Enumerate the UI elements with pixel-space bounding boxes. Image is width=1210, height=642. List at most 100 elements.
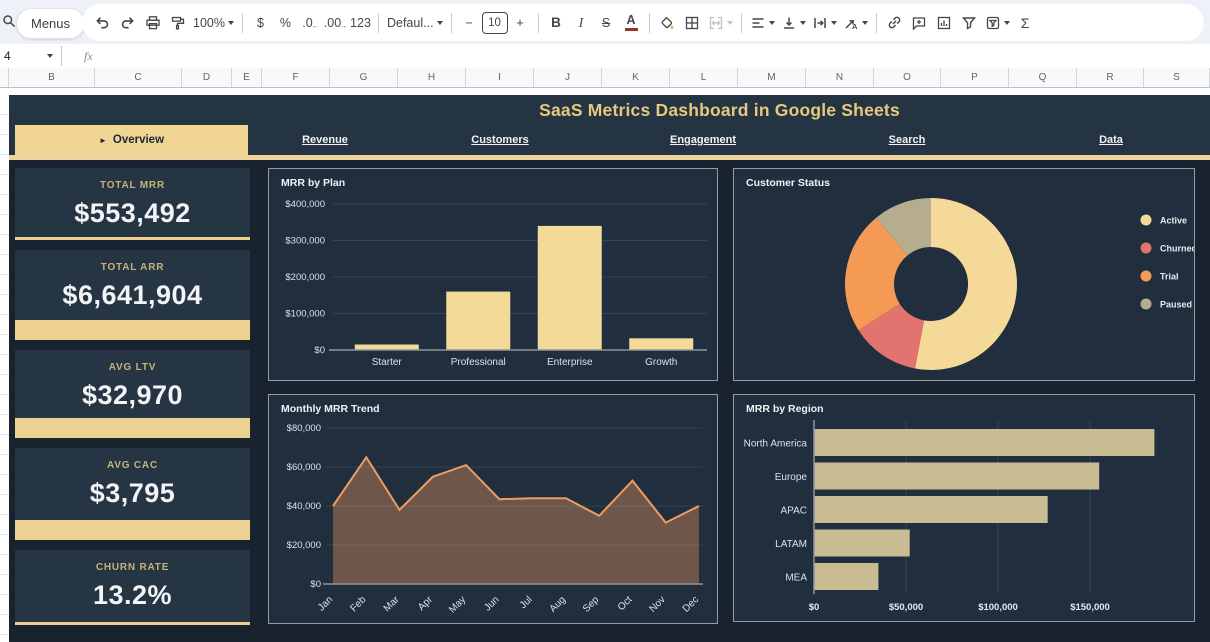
kpi-card-avg-ltv: AVG LTV $32,970 (15, 350, 250, 438)
column-header-sliver[interactable] (0, 68, 9, 87)
bold-button[interactable]: B (551, 15, 561, 30)
column-header-M[interactable]: M (738, 68, 806, 87)
row-sliver (0, 95, 9, 642)
toolbar: Menus 100% $ % .0 ← . (0, 0, 1210, 44)
vertical-align-button[interactable] (778, 10, 809, 36)
functions-button[interactable]: Σ (1020, 14, 1030, 31)
strikethrough-button[interactable]: S (601, 15, 611, 30)
active-tab-arrow-icon: ► (98, 135, 107, 145)
kpi-value: $3,795 (89, 478, 176, 508)
column-header-C[interactable]: C (95, 68, 182, 87)
dashboard-title: SaaS Metrics Dashboard in Google Sheets (539, 100, 900, 120)
column-header-I[interactable]: I (466, 68, 534, 87)
menus-button[interactable]: Menus (16, 8, 86, 39)
svg-text:LATAM: LATAM (775, 539, 807, 550)
text-wrap-button[interactable] (809, 10, 840, 36)
column-header-F[interactable]: F (262, 68, 330, 87)
chart-canvas: $0 $100,000 $200,000 $300,000 $400,000 Starte… (285, 199, 707, 368)
tab-overview[interactable]: ► Overview (15, 125, 248, 155)
panel-customer-status: Customer Status Active Churned Trial Paused (733, 168, 1197, 381)
tab-revenue[interactable]: Revenue (302, 134, 348, 146)
horizontal-align-button[interactable] (747, 10, 778, 36)
column-header-Q[interactable]: Q (1009, 68, 1077, 87)
borders-button[interactable] (680, 10, 705, 36)
print-button[interactable] (140, 10, 165, 36)
kpi-accent-bar (15, 622, 250, 625)
zoom-select[interactable]: 100% (190, 10, 237, 36)
font-size-input[interactable]: 10 (481, 10, 508, 36)
column-header-S[interactable]: S (1144, 68, 1210, 87)
svg-text:A: A (852, 22, 858, 31)
increase-decimal-button[interactable]: .00 → (323, 15, 348, 30)
column-header-E[interactable]: E (232, 68, 262, 87)
svg-text:$0: $0 (809, 602, 820, 613)
text-color-label: A (626, 13, 636, 28)
paint-format-button[interactable] (165, 10, 190, 36)
name-box[interactable]: 4 (4, 49, 11, 63)
kpi-label: AVG CAC (107, 460, 158, 471)
svg-text:Enterprise: Enterprise (547, 357, 593, 368)
text-rotation-button[interactable]: A (840, 10, 871, 36)
svg-text:May: May (447, 594, 468, 615)
svg-text:Paused: Paused (1160, 300, 1192, 310)
svg-text:Jun: Jun (482, 594, 501, 613)
column-header-J[interactable]: J (534, 68, 602, 87)
increase-font-size-button[interactable]: + (516, 15, 524, 30)
text-color-button[interactable]: A (619, 10, 644, 36)
grid-gap (0, 88, 1210, 95)
svg-text:Aug: Aug (548, 594, 568, 614)
search-icon[interactable] (1, 13, 17, 34)
svg-text:$200,000: $200,000 (285, 272, 325, 283)
svg-text:Apr: Apr (416, 594, 435, 613)
undo-button[interactable] (90, 10, 115, 36)
create-filter-button[interactable] (957, 10, 982, 36)
gold-divider (9, 155, 1210, 160)
filter-views-button[interactable] (982, 10, 1013, 36)
more-formats-button[interactable]: 123 (350, 15, 371, 30)
column-header-K[interactable]: K (602, 68, 670, 87)
column-header-R[interactable]: R (1077, 68, 1144, 87)
column-header-G[interactable]: G (330, 68, 398, 87)
svg-text:$100,000: $100,000 (978, 602, 1018, 613)
font-select[interactable]: Defaul... (384, 10, 446, 36)
svg-text:$0: $0 (310, 579, 321, 590)
kpi-value: $6,641,904 (62, 280, 203, 310)
decrease-decimal-button[interactable]: .0 ← (302, 15, 319, 30)
column-header-L[interactable]: L (670, 68, 738, 87)
menus-label: Menus (31, 16, 71, 31)
kpi-accent-bar (15, 237, 250, 240)
tab-engagement[interactable]: Engagement (669, 134, 737, 146)
chart-canvas: Active Churned Trial Paused (845, 198, 1197, 370)
column-header-B[interactable]: B (9, 68, 95, 87)
svg-text:Sep: Sep (581, 594, 602, 615)
column-header-P[interactable]: P (941, 68, 1009, 87)
column-header-D[interactable]: D (182, 68, 232, 87)
column-header-O[interactable]: O (874, 68, 941, 87)
format-percent-button[interactable]: % (279, 15, 292, 30)
insert-link-button[interactable] (882, 10, 907, 36)
name-box-caret-icon[interactable] (47, 54, 53, 58)
kpi-value: $553,492 (74, 198, 191, 228)
svg-text:$20,000: $20,000 (287, 540, 321, 551)
formula-bar: 4 fx (0, 44, 1210, 69)
font-size-value: 10 (481, 11, 508, 34)
kpi-card-total-mrr: TOTAL MRR $553,492 (15, 168, 250, 240)
svg-text:Starter: Starter (372, 357, 403, 368)
svg-text:Trial: Trial (1160, 272, 1179, 282)
svg-text:Nov: Nov (647, 594, 667, 614)
decrease-font-size-button[interactable]: − (465, 15, 473, 30)
format-currency-button[interactable]: $ (257, 15, 264, 30)
insert-comment-button[interactable] (907, 10, 932, 36)
column-header-N[interactable]: N (806, 68, 874, 87)
tab-customers[interactable]: Customers (471, 134, 529, 146)
insert-chart-button[interactable] (932, 10, 957, 36)
tab-data[interactable]: Data (1099, 134, 1123, 146)
fill-color-button[interactable] (655, 10, 680, 36)
dashboard-tabs: ► Overview Revenue Customers Engagement Searc… (9, 125, 1210, 155)
fx-icon[interactable]: fx (84, 48, 93, 63)
tab-search[interactable]: Search (888, 134, 926, 146)
svg-text:Dec: Dec (681, 594, 701, 614)
redo-button[interactable] (115, 10, 140, 36)
italic-button[interactable]: I (578, 14, 584, 30)
column-header-H[interactable]: H (398, 68, 466, 87)
